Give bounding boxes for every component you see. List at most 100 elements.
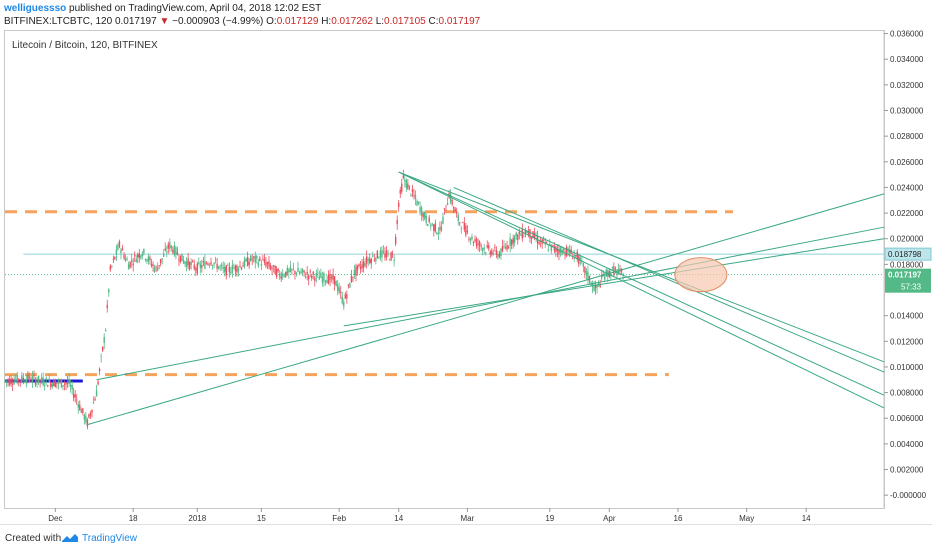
x-tick-label: 18: [129, 514, 138, 523]
candle-body: [498, 253, 501, 257]
candle-body: [512, 237, 514, 244]
candle-body: [205, 263, 208, 265]
y-tick-label: 0.026000: [890, 158, 924, 167]
y-tick-label: 0.028000: [890, 132, 924, 141]
candle-body: [503, 246, 505, 247]
candle-body: [320, 272, 322, 278]
candle-body: [492, 252, 495, 254]
candle-body: [274, 265, 276, 275]
candle-body: [115, 249, 118, 255]
candle-body: [472, 241, 475, 244]
candle-body: [243, 258, 246, 267]
candle-body: [485, 252, 487, 254]
candle-body: [411, 188, 414, 193]
candle-body: [355, 266, 357, 276]
candle-body: [614, 268, 617, 270]
candle-body: [224, 266, 226, 272]
price-chart[interactable]: 0.036000 0.034000 0.032000 0.030000 0.028000…: [0, 0, 932, 524]
candle-body: [394, 237, 397, 244]
candle-body: [266, 262, 269, 264]
symbol-label[interactable]: BITFINEX:LTCBTC, 120: [4, 16, 113, 27]
candle-body: [289, 266, 292, 272]
candle-body: [22, 377, 25, 381]
y-tick-label: 0.018000: [890, 260, 924, 269]
publish-info: published on TradingView.com, April 04, …: [66, 3, 322, 14]
candle-body: [349, 283, 351, 288]
candle-body: [405, 180, 408, 188]
candle-body: [459, 222, 461, 224]
candle-body: [292, 268, 295, 270]
candle-body: [344, 294, 347, 299]
candle-body: [217, 266, 220, 269]
candle-body: [159, 259, 162, 264]
y-tick-label: 0.004000: [890, 440, 924, 449]
candle-body: [408, 185, 411, 187]
candle-body: [82, 408, 84, 413]
candle-body: [304, 276, 307, 278]
candle-body: [611, 267, 614, 269]
candle-body: [291, 269, 293, 270]
candle-body: [506, 245, 508, 250]
trendline: [87, 193, 885, 426]
candle-body: [358, 264, 360, 266]
candle-body: [347, 284, 350, 286]
candle-body: [214, 259, 217, 261]
candle-body: [219, 265, 221, 267]
candle-body: [27, 373, 29, 381]
publish-line: welliguessso published on TradingView.co…: [4, 3, 321, 14]
candle-body: [242, 265, 244, 267]
candle-body: [295, 273, 298, 275]
candle-body: [469, 238, 472, 240]
candle-body: [602, 275, 604, 277]
candle-body: [71, 385, 73, 390]
y-tick-label: 0.010000: [890, 363, 924, 372]
candle-body: [138, 253, 140, 259]
candle-body: [481, 248, 484, 251]
candle-body: [85, 415, 87, 422]
candle-body: [199, 264, 202, 269]
candle-body: [158, 265, 160, 267]
candle-body: [454, 208, 456, 212]
candle-body: [153, 267, 156, 272]
candle-body: [362, 261, 365, 268]
candle-body: [468, 238, 470, 240]
candle-body: [376, 250, 379, 258]
candle-body: [201, 265, 203, 268]
candle-body: [294, 270, 296, 275]
candle-body: [36, 381, 38, 383]
candle-body: [106, 304, 108, 309]
candle-body: [489, 251, 491, 255]
candle-body: [178, 259, 180, 261]
tradingview-brand-link[interactable]: TradingView: [82, 533, 138, 544]
candle-body: [94, 398, 96, 401]
candle-body: [188, 261, 191, 269]
candle-body: [237, 268, 240, 271]
candle-body: [156, 267, 159, 271]
candle-body: [248, 261, 250, 265]
author-link[interactable]: welliguessso: [4, 3, 67, 14]
candle-body: [385, 250, 388, 258]
candle-body: [513, 235, 516, 243]
candle-body: [288, 269, 290, 273]
candle-body: [233, 267, 235, 269]
candle-body: [40, 376, 43, 382]
candle-body: [204, 260, 206, 269]
candle-body: [69, 384, 72, 387]
candle-body: [257, 262, 260, 266]
candle-body: [321, 276, 324, 283]
candle-body: [538, 242, 540, 245]
candle-body: [28, 375, 31, 380]
x-tick-label: 16: [674, 514, 683, 523]
x-tick-label: 2018: [188, 514, 206, 523]
candle-body: [59, 380, 61, 382]
candle-body: [417, 201, 420, 204]
y-tick-label: 0.022000: [890, 209, 924, 218]
candle-body: [103, 336, 105, 343]
candle-body: [518, 231, 520, 235]
candle-body: [599, 284, 601, 287]
x-tick-label: Dec: [48, 514, 62, 523]
candle-body: [404, 179, 406, 182]
candle-body: [207, 263, 209, 265]
candle-body: [249, 255, 252, 261]
candle-body: [265, 262, 267, 267]
